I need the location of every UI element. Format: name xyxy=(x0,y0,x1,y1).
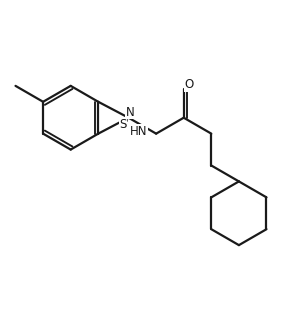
Text: S: S xyxy=(120,118,127,131)
Text: N: N xyxy=(125,106,134,119)
Text: O: O xyxy=(185,78,194,91)
Text: HN: HN xyxy=(130,125,147,138)
